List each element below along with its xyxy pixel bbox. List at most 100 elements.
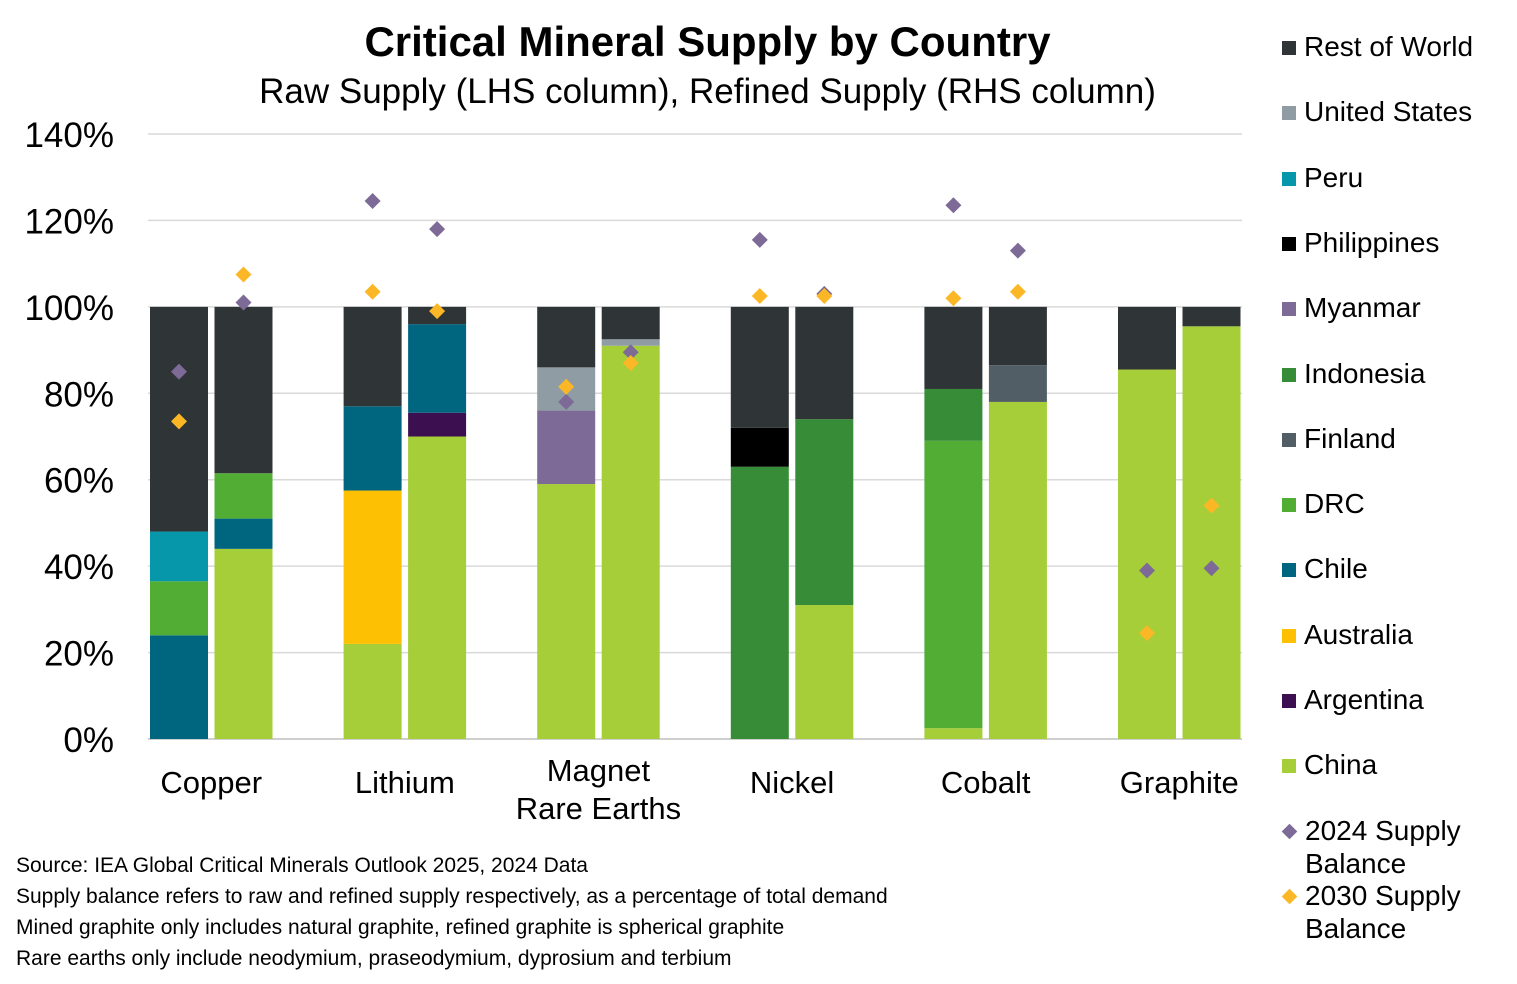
rare-earths-note: Rare earths only include neodymium, pras… bbox=[16, 947, 732, 970]
bar-segment-philippines bbox=[730, 427, 789, 467]
marker-2024-supply-balance bbox=[171, 363, 187, 380]
marker-2030-supply-balance bbox=[751, 288, 768, 305]
bar-segment-chile bbox=[408, 324, 467, 413]
bar-segment-rest-of-world bbox=[601, 306, 660, 340]
legend-item-argentina: Argentina bbox=[1282, 683, 1494, 716]
legend-swatch bbox=[1282, 236, 1296, 251]
y-tick-label: 0% bbox=[63, 721, 114, 760]
legend-label: Australia bbox=[1304, 618, 1413, 650]
marker-2024-supply-balance bbox=[1009, 242, 1026, 259]
legend-label: 2030 Supply Balance bbox=[1305, 880, 1461, 945]
marker-2024-supply-balance bbox=[622, 344, 639, 361]
bar-segment-drc bbox=[924, 440, 983, 729]
legend-item-balance-2024: 2024 Supply Balance bbox=[1281, 814, 1495, 880]
bar-segment-rest-of-world bbox=[988, 306, 1047, 366]
y-tick-label: 80% bbox=[44, 375, 114, 414]
bar-segment-chile bbox=[343, 406, 402, 491]
marker-layer bbox=[171, 192, 1220, 642]
bar-segment-finland bbox=[988, 365, 1047, 402]
bar-segment-china bbox=[537, 484, 596, 739]
bar-segment-argentina bbox=[408, 412, 467, 437]
bar-segment-rest-of-world bbox=[1182, 306, 1241, 327]
legend-item-peru: Peru bbox=[1282, 161, 1494, 194]
bar-segment-china bbox=[601, 345, 660, 739]
legend-item-philippines: Philippines bbox=[1282, 226, 1494, 259]
x-category-label: Graphite bbox=[1120, 765, 1239, 800]
x-category-label: Cobalt bbox=[941, 765, 1031, 800]
chart-title: Critical Mineral Supply by Country bbox=[364, 18, 1051, 65]
marker-2024-supply-balance bbox=[751, 231, 768, 248]
legend-label: Rest of World bbox=[1304, 31, 1474, 62]
x-category-label: Magnet bbox=[547, 753, 651, 788]
legend-item-myanmar: Myanmar bbox=[1282, 291, 1494, 324]
legend-label: Myanmar bbox=[1304, 292, 1421, 324]
legend-swatch bbox=[1282, 498, 1296, 513]
bar-segment-china bbox=[988, 401, 1047, 739]
x-category-label: Nickel bbox=[750, 765, 834, 800]
legend-swatch bbox=[1282, 432, 1296, 447]
bar-segment-indonesia bbox=[730, 466, 789, 739]
marker-2024-supply-balance bbox=[558, 393, 575, 410]
legend-item-rest-of-world: Rest of World bbox=[1282, 30, 1494, 63]
y-tick-label: 120% bbox=[24, 202, 114, 241]
legend-item-drc: DRC bbox=[1282, 487, 1494, 520]
bar-segment-rest-of-world bbox=[795, 306, 854, 420]
bar-segment-china bbox=[1182, 326, 1241, 739]
legend-label: Philippines bbox=[1304, 226, 1440, 258]
bar-segment-china bbox=[1118, 369, 1176, 739]
x-category-label: Copper bbox=[160, 765, 262, 800]
bar-segment-indonesia bbox=[924, 388, 983, 441]
legend-label: Finland bbox=[1304, 422, 1396, 454]
marker-2024-supply-balance bbox=[1139, 562, 1155, 579]
marker-2030-supply-balance bbox=[1203, 497, 1220, 514]
bar-segment-rest-of-world bbox=[1118, 306, 1176, 370]
legend-swatch bbox=[1282, 41, 1296, 55]
marker-2030-supply-balance bbox=[429, 303, 446, 320]
bar-segment-rest-of-world bbox=[924, 306, 983, 389]
legend-label: China bbox=[1304, 749, 1378, 781]
legend-swatch bbox=[1282, 106, 1296, 121]
marker-2030-supply-balance bbox=[1009, 283, 1026, 300]
marker-2024-supply-balance bbox=[945, 197, 962, 214]
marker-2024-supply-balance bbox=[429, 221, 446, 238]
y-tick-label: 100% bbox=[24, 289, 114, 328]
legend-swatch bbox=[1282, 628, 1296, 643]
legend-item-china: China bbox=[1282, 748, 1494, 781]
chart-subtitle: Raw Supply (LHS column), Refined Supply … bbox=[259, 72, 1156, 111]
legend-label: United States bbox=[1304, 96, 1473, 128]
legend-label: 2024 Supply Balance bbox=[1305, 814, 1461, 879]
bar-segment-china bbox=[924, 728, 983, 739]
y-tick-label: 140% bbox=[24, 116, 114, 155]
legend-label: Chile bbox=[1304, 553, 1368, 585]
bar-segment-rest-of-world bbox=[537, 306, 596, 368]
marker-2024-supply-balance bbox=[364, 192, 381, 209]
legend-swatch bbox=[1282, 759, 1296, 774]
y-tick-label: 40% bbox=[44, 548, 114, 587]
legend-swatch bbox=[1282, 694, 1296, 708]
bar-segment-china bbox=[795, 605, 854, 739]
bar-segment-china bbox=[408, 436, 467, 739]
legend-item-indonesia: Indonesia bbox=[1282, 357, 1494, 390]
legend-label: Indonesia bbox=[1304, 357, 1426, 389]
bar-segment-drc bbox=[214, 473, 273, 519]
legend-item-united-states: United States bbox=[1282, 95, 1494, 128]
bar-segment-myanmar bbox=[537, 410, 596, 485]
y-tick-label: 60% bbox=[44, 462, 114, 501]
legend-swatch bbox=[1282, 171, 1296, 186]
balance-note: Supply balance refers to raw and refined… bbox=[16, 885, 888, 908]
marker-2024-supply-balance bbox=[1203, 560, 1220, 577]
legend-diamond-marker bbox=[1281, 823, 1298, 839]
marker-2024-supply-balance bbox=[235, 294, 252, 311]
bar-segment-chile bbox=[214, 518, 273, 549]
bar-segment-indonesia bbox=[795, 419, 854, 606]
legend-item-finland: Finland bbox=[1282, 422, 1494, 455]
x-category-label: Lithium bbox=[355, 765, 455, 800]
legend-label: DRC bbox=[1304, 488, 1365, 520]
legend-label: Argentina bbox=[1304, 684, 1424, 715]
bar-segment-united-states bbox=[601, 339, 660, 346]
bar-segment-rest-of-world bbox=[343, 306, 402, 407]
x-category-label: Rare Earths bbox=[516, 791, 681, 826]
legend-diamond-marker bbox=[1281, 888, 1298, 905]
